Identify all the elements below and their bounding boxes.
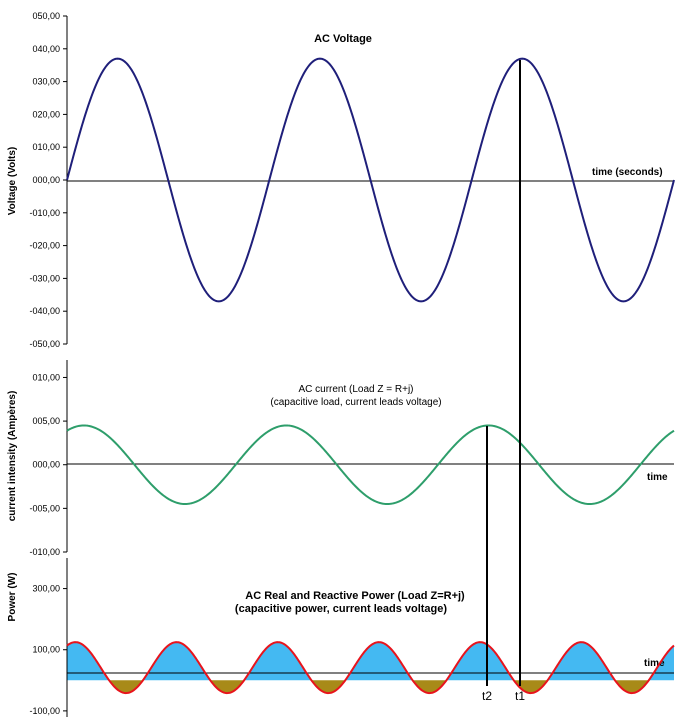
power-y-tick-label: -100,00 bbox=[29, 706, 60, 716]
t2-marker-label: t2 bbox=[482, 689, 492, 703]
current-y-tick-label: 010,00 bbox=[32, 372, 60, 382]
voltage-y-tick-label: 030,00 bbox=[32, 77, 60, 87]
voltage-y-ticks: 050,00 040,00 030,00 020,00 010,00 000,00 -010… bbox=[29, 11, 67, 349]
voltage-chart-title: AC Voltage bbox=[314, 33, 372, 45]
power-series-line bbox=[66, 641, 675, 695]
power-y-ticks: 300,00 100,00 -100,00 bbox=[29, 584, 67, 716]
current-y-ticks: 010,00 005,00 000,00 -005,00 -010,00 bbox=[29, 372, 67, 557]
current-chart-title-line-2: (capacitive load, current leads voltage) bbox=[270, 397, 441, 408]
current-panel: AC current (Load Z = R+j) (capacitive lo… bbox=[7, 360, 675, 557]
power-negative-area bbox=[67, 680, 674, 694]
voltage-y-tick-label: 000,00 bbox=[32, 175, 60, 185]
power-panel: AC Real and Reactive Power (Load Z=R+j) … bbox=[7, 558, 675, 717]
voltage-panel: AC Voltage time (seconds) Voltage (Volts… bbox=[7, 11, 675, 349]
voltage-y-tick-label: 010,00 bbox=[32, 142, 60, 152]
current-y-tick-label: -010,00 bbox=[29, 547, 60, 557]
voltage-x-axis-label: time (seconds) bbox=[592, 167, 663, 178]
voltage-y-tick-label: -040,00 bbox=[29, 306, 60, 316]
voltage-y-tick-label: -030,00 bbox=[29, 273, 60, 283]
power-x-axis-label: time bbox=[644, 658, 665, 669]
current-series-line bbox=[66, 424, 675, 506]
power-y-axis-label: Power (W) bbox=[7, 573, 18, 622]
power-positive-area bbox=[67, 642, 674, 681]
time-markers: t2 t1 bbox=[482, 60, 525, 703]
current-x-axis-label: time bbox=[647, 472, 668, 483]
current-y-tick-label: 005,00 bbox=[32, 416, 60, 426]
current-chart-title-line-1: AC current (Load Z = R+j) bbox=[298, 384, 413, 395]
voltage-y-axis-label: Voltage (Volts) bbox=[7, 147, 18, 216]
t1-marker-label: t1 bbox=[515, 689, 525, 703]
voltage-y-tick-label: -010,00 bbox=[29, 208, 60, 218]
voltage-series-line bbox=[66, 57, 675, 303]
current-y-tick-label: 000,00 bbox=[32, 460, 60, 470]
voltage-y-tick-label: 020,00 bbox=[32, 109, 60, 119]
power-y-tick-label: 300,00 bbox=[32, 584, 60, 594]
power-chart-title-line-2: (capacitive power, current leads voltage… bbox=[235, 603, 447, 615]
voltage-y-tick-label: 050,00 bbox=[32, 11, 60, 21]
voltage-y-tick-label: -020,00 bbox=[29, 241, 60, 251]
voltage-y-tick-label: -050,00 bbox=[29, 339, 60, 349]
current-y-axis-label: current intensity (Ampères) bbox=[7, 391, 18, 522]
voltage-y-tick-label: 040,00 bbox=[32, 44, 60, 54]
current-y-tick-label: -005,00 bbox=[29, 503, 60, 513]
power-chart-title-line-1: AC Real and Reactive Power (Load Z=R+j) bbox=[245, 590, 465, 602]
power-y-tick-label: 100,00 bbox=[32, 645, 60, 655]
